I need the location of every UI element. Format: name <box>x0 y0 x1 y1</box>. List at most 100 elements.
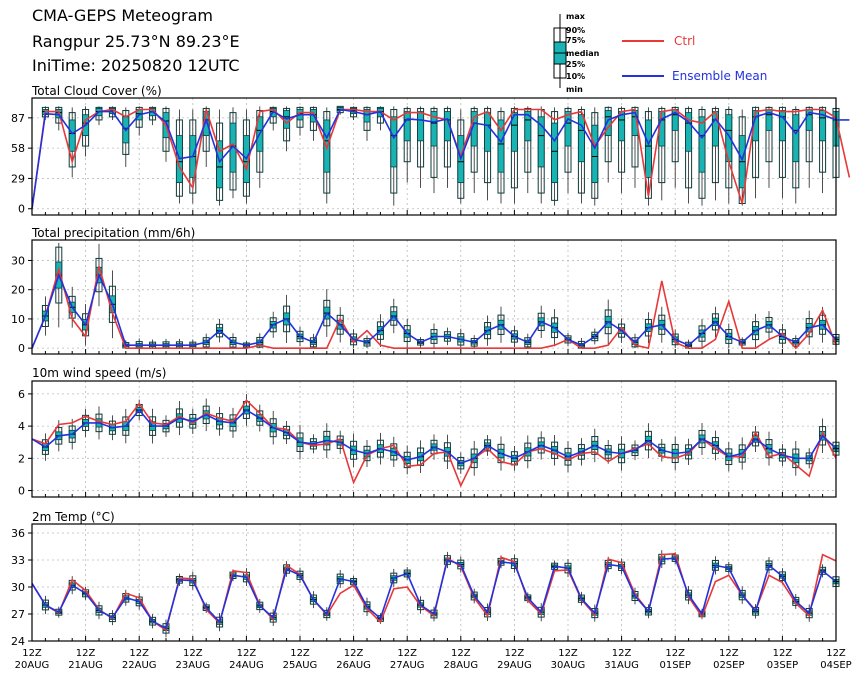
init-time-label: IniTime: 20250820 12UTC <box>32 56 240 75</box>
box-inner-0 <box>363 109 371 123</box>
x-hour-label: 12Z <box>76 648 96 659</box>
box-inner-0 <box>216 140 224 189</box>
box-inner-0 <box>430 111 438 147</box>
y-tick-label-2: 4 <box>18 420 25 433</box>
box-inner-0 <box>645 119 652 178</box>
y-tick-label-1: 30 <box>11 254 25 267</box>
box-inner-0 <box>564 111 572 147</box>
x-hour-label: 12Z <box>129 648 149 659</box>
x-hour-label: 12Z <box>665 648 685 659</box>
y-tick-label-3: 36 <box>11 527 25 540</box>
location-label: Rangpur 25.73°N 89.23°E <box>32 32 240 51</box>
x-date-label: 28AUG <box>443 660 478 671</box>
panel-title-precip: Total precipitation (mm/6h) <box>32 226 196 240</box>
x-date-label: 31AUG <box>604 660 639 671</box>
legend-label-0: max <box>566 12 586 21</box>
x-hour-label: 12Z <box>237 648 257 659</box>
x-date-label: 30AUG <box>551 660 586 671</box>
x-date-label: 27AUG <box>390 660 425 671</box>
box-inner-0 <box>484 112 492 152</box>
box-inner-0 <box>551 122 558 184</box>
box-inner-0 <box>390 116 398 168</box>
x-date-label: 21AUG <box>68 660 103 671</box>
x-date-label: 03SEP <box>767 660 798 671</box>
y-tick-label-1: 20 <box>11 284 25 297</box>
y-tick-label-2: 2 <box>18 452 25 465</box>
legend-label-3: median <box>566 49 600 58</box>
y-tick-label-3: 27 <box>11 608 25 621</box>
ctrl-line-0 <box>31 108 851 209</box>
box-outer-0 <box>778 106 786 178</box>
ctrl-line-3 <box>31 552 837 632</box>
mean-line-2 <box>31 408 837 465</box>
box-inner-0 <box>819 110 826 142</box>
panel-title-temp: 2m Temp (°C) <box>32 510 115 524</box>
x-date-label: 01SEP <box>659 660 690 671</box>
x-date-label: 24AUG <box>229 660 264 671</box>
box-inner-0 <box>779 110 786 142</box>
x-date-label: 29AUG <box>497 660 532 671</box>
x-hour-label: 12Z <box>397 648 417 659</box>
box-inner-0 <box>68 119 76 152</box>
x-hour-label: 12Z <box>22 648 42 659</box>
box-outer-0 <box>671 106 679 163</box>
box-outer-0 <box>631 106 639 168</box>
x-hour-label: 12Z <box>826 648 846 659</box>
box-inner-0 <box>497 119 505 173</box>
x-hour-label: 12Z <box>344 648 364 659</box>
x-date-label: 22AUG <box>122 660 157 671</box>
box-inner-0 <box>578 114 585 163</box>
x-hour-label: 12Z <box>290 648 310 659</box>
box-inner-0 <box>685 112 692 152</box>
y-tick-label-1: 10 <box>11 313 25 326</box>
y-tick-label-0: 0 <box>18 203 25 216</box>
legend-label-6: min <box>566 85 583 94</box>
x-hour-label: 12Z <box>558 648 578 659</box>
legend-mean-label: Ensemble Mean <box>672 69 767 83</box>
legend-label-4: 25% <box>566 60 585 69</box>
legend-ctrl-label: Ctrl <box>674 34 695 48</box>
x-date-label: 04SEP <box>820 660 851 671</box>
box-inner-0 <box>403 111 411 142</box>
y-tick-label-1: 0 <box>18 342 25 355</box>
mean-line-3 <box>31 557 837 630</box>
x-date-label: 23AUG <box>175 660 210 671</box>
y-tick-label-3: 24 <box>11 635 25 648</box>
legend-label-1: 90% <box>566 26 585 35</box>
y-tick-label-0: 58 <box>11 142 25 155</box>
y-tick-label-0: 29 <box>11 172 25 185</box>
y-tick-label-2: 0 <box>18 485 25 498</box>
box-inner-0 <box>591 124 599 184</box>
x-date-label: 26AUG <box>336 660 371 671</box>
box-outer-0 <box>752 106 760 178</box>
box-inner-0 <box>417 111 425 142</box>
mean-line-1 <box>31 272 837 349</box>
chart-title: CMA-GEPS Meteogram <box>32 6 214 25</box>
ctrl-line-1 <box>31 266 837 350</box>
x-hour-label: 12Z <box>612 648 632 659</box>
x-hour-label: 12Z <box>773 648 793 659</box>
y-tick-label-3: 30 <box>11 581 25 594</box>
legend-label-5: 10% <box>566 72 585 81</box>
mean-line-0 <box>31 108 850 209</box>
y-tick-label-3: 33 <box>11 554 25 567</box>
x-hour-label: 12Z <box>451 648 471 659</box>
box-inner-0 <box>792 114 800 163</box>
box-inner-0 <box>524 111 532 142</box>
box-inner-0 <box>510 112 518 152</box>
y-tick-label-0: 87 <box>11 112 25 125</box>
panel-title-wind: 10m wind speed (m/s) <box>32 366 167 380</box>
legend-label-2: 75% <box>566 36 585 45</box>
x-hour-label: 12Z <box>183 648 203 659</box>
panel-title-cloud: Total Cloud Cover (%) <box>32 84 162 98</box>
x-hour-label: 12Z <box>505 648 525 659</box>
box-inner-0 <box>229 122 237 173</box>
box-outer-0 <box>805 106 813 163</box>
box-inner-0 <box>698 116 706 173</box>
box-outer-0 <box>765 106 773 163</box>
x-hour-label: 12Z <box>719 648 739 659</box>
x-date-label: 20AUG <box>15 660 50 671</box>
y-tick-label-2: 6 <box>18 388 25 401</box>
box-inner-0 <box>537 116 545 168</box>
